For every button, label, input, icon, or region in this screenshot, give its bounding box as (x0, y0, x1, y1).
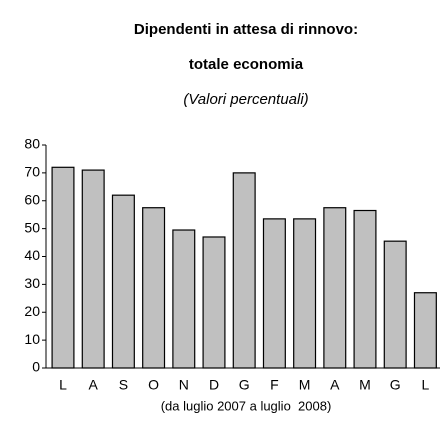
bar (293, 218, 317, 369)
bar (172, 229, 196, 369)
y-tick-label: 0 (32, 359, 40, 375)
x-tick-label: L (59, 377, 67, 393)
bar (262, 218, 286, 369)
chart-title: totale economia (189, 56, 304, 73)
y-tick-label: 50 (24, 219, 40, 235)
chart-subtitle: (Valori percentuali) (183, 91, 308, 108)
bar (142, 207, 166, 369)
x-tick-label: M (359, 377, 371, 393)
x-tick-label: A (330, 377, 340, 393)
bar (413, 292, 437, 369)
y-tick-label: 70 (24, 164, 40, 180)
bar (111, 194, 135, 369)
y-tick-label: 60 (24, 191, 40, 207)
y-tick-label: 40 (24, 247, 40, 263)
bar (51, 166, 75, 369)
bar (81, 169, 105, 369)
y-tick-label: 20 (24, 303, 40, 319)
chart-title: Dipendenti in attesa di rinnovo: (134, 21, 358, 38)
x-tick-label: S (119, 377, 128, 393)
y-tick-label: 80 (24, 136, 40, 152)
x-tick-label: G (239, 377, 250, 393)
x-tick-label: M (299, 377, 311, 393)
x-tick-label: N (179, 377, 189, 393)
x-tick-label: D (209, 377, 219, 393)
bar (232, 172, 256, 369)
x-tick-label: L (422, 377, 430, 393)
bar (202, 236, 226, 369)
x-tick-label: F (270, 377, 279, 393)
bar (323, 207, 347, 369)
x-tick-label: A (89, 377, 99, 393)
y-tick-label: 10 (24, 331, 40, 347)
footnote: (da luglio 2007 a luglio 2008) (161, 398, 332, 413)
x-tick-label: G (390, 377, 401, 393)
x-tick-label: O (148, 377, 159, 393)
bar (353, 209, 377, 369)
bar (383, 240, 407, 369)
y-tick-label: 30 (24, 275, 40, 291)
